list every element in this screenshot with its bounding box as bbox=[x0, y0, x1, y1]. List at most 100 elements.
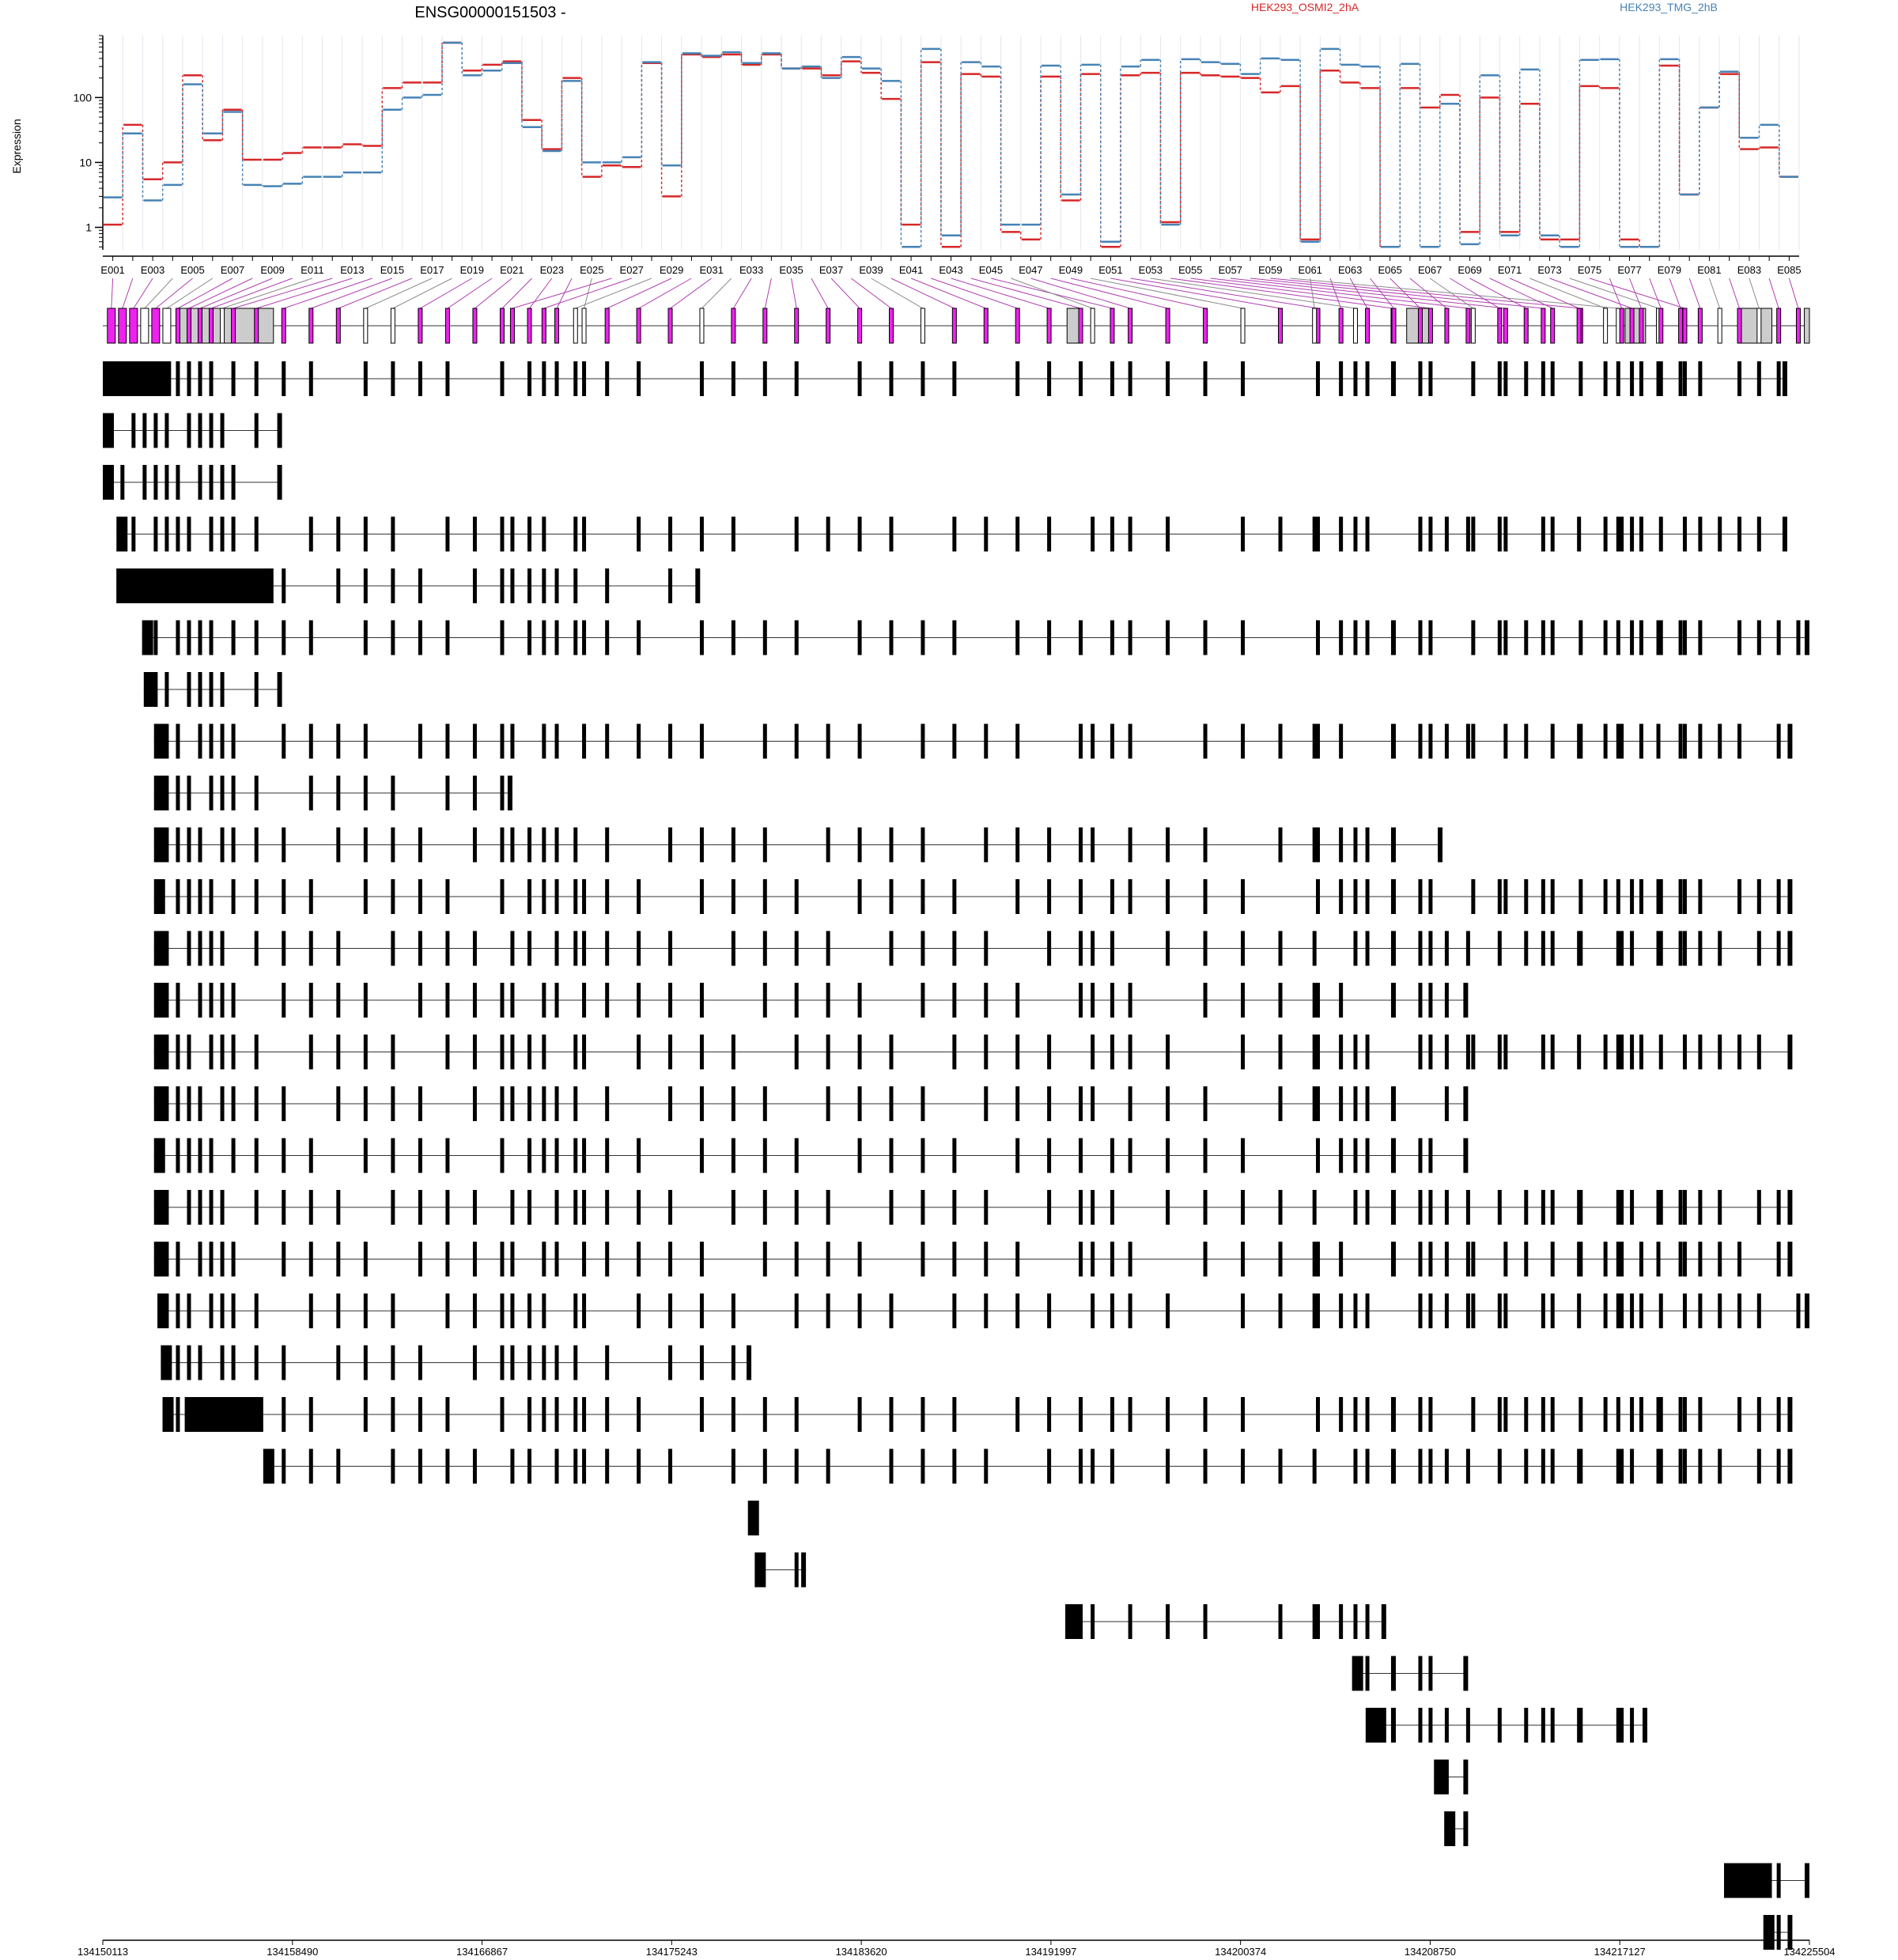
transcript-exon bbox=[1312, 1034, 1317, 1070]
model-exon bbox=[554, 308, 560, 344]
exon-label: E025 bbox=[580, 264, 603, 276]
transcript-exon bbox=[1503, 361, 1508, 396]
model-exon bbox=[186, 308, 191, 344]
transcript-exon bbox=[668, 1345, 673, 1380]
transcript-exon bbox=[1658, 1448, 1663, 1484]
transcript-exon bbox=[308, 1241, 313, 1277]
transcript-exon bbox=[984, 1241, 989, 1277]
transcript-exon bbox=[472, 776, 477, 810]
transcript-exon bbox=[1365, 1034, 1370, 1070]
transcript-exon bbox=[762, 1241, 767, 1277]
transcript-exon bbox=[176, 1397, 180, 1432]
transcript-exon bbox=[1353, 1448, 1358, 1484]
transcript-exon-first bbox=[754, 1552, 766, 1588]
transcript-exon bbox=[542, 879, 546, 914]
transcript-exon bbox=[472, 1448, 477, 1484]
transcript-exon bbox=[1658, 879, 1663, 914]
transcript-exon bbox=[762, 1190, 767, 1225]
model-exon bbox=[1352, 308, 1358, 344]
transcript-exon bbox=[198, 465, 202, 500]
transcript-exon bbox=[220, 983, 225, 1018]
transcript-exon bbox=[209, 1293, 214, 1328]
transcript-exon bbox=[668, 1293, 673, 1328]
transcript-exon bbox=[308, 1190, 313, 1225]
transcript-exon bbox=[1444, 1293, 1449, 1328]
transcript-exon bbox=[582, 723, 587, 759]
transcript-exon bbox=[500, 1345, 505, 1380]
transcript-exon bbox=[1524, 1241, 1529, 1277]
transcript-exon bbox=[1639, 361, 1643, 396]
exon-connector bbox=[1290, 278, 1619, 309]
transcript-exon bbox=[762, 983, 767, 1018]
transcript-exon bbox=[1278, 931, 1283, 966]
transcript-exon-last bbox=[750, 1501, 755, 1535]
transcript-exon bbox=[187, 1190, 191, 1225]
transcript-exon bbox=[176, 1086, 180, 1121]
exon-connector bbox=[177, 278, 233, 309]
transcript-exon bbox=[1392, 1397, 1397, 1432]
transcript-exon bbox=[1241, 620, 1246, 655]
exon-connector bbox=[791, 278, 797, 309]
transcript-exon bbox=[1630, 620, 1635, 655]
exon-label: E041 bbox=[899, 264, 923, 276]
transcript-exon bbox=[1737, 1293, 1742, 1328]
transcript-exon bbox=[1465, 1293, 1470, 1328]
transcript-exon bbox=[1166, 1086, 1170, 1121]
transcript-exon bbox=[1550, 931, 1555, 966]
transcript-exon bbox=[1550, 723, 1555, 759]
transcript-exon bbox=[198, 1241, 202, 1277]
transcript-exon bbox=[220, 1086, 225, 1121]
exon-connector bbox=[970, 278, 1081, 309]
transcript-exon bbox=[857, 723, 862, 759]
transcript-exon bbox=[308, 723, 313, 759]
transcript-exon bbox=[605, 879, 610, 914]
transcript-exon bbox=[1203, 1086, 1208, 1121]
transcript-exon bbox=[527, 1138, 531, 1173]
transcript-exon bbox=[542, 1293, 546, 1328]
transcript-exon bbox=[1418, 983, 1423, 1018]
transcript-exon bbox=[1620, 1034, 1624, 1070]
exon-connector bbox=[144, 278, 173, 309]
transcript-exon bbox=[1091, 516, 1095, 552]
exon-label: E045 bbox=[979, 264, 1003, 276]
model-exon bbox=[162, 308, 172, 344]
exon-connector bbox=[233, 278, 333, 309]
model-exon bbox=[499, 308, 505, 344]
transcript-exon bbox=[699, 879, 704, 914]
transcript-exon bbox=[1091, 723, 1095, 759]
transcript-exon bbox=[472, 1293, 477, 1328]
transcript-exon bbox=[198, 1397, 202, 1432]
transcript-exon-last bbox=[1805, 1863, 1809, 1898]
transcript-exon bbox=[1682, 1241, 1687, 1277]
transcript-exon bbox=[1541, 1293, 1545, 1328]
transcript-exon bbox=[209, 1397, 214, 1432]
transcript-exon bbox=[1616, 1397, 1620, 1432]
transcript-exon bbox=[131, 413, 136, 448]
transcript-exon bbox=[1091, 1190, 1095, 1225]
transcript-exon bbox=[1312, 1241, 1317, 1277]
transcript-exon bbox=[921, 1190, 925, 1225]
exon-label: E023 bbox=[540, 264, 564, 276]
transcript-exon bbox=[363, 620, 368, 655]
transcript-exon bbox=[1203, 723, 1208, 759]
transcript-exon bbox=[857, 516, 862, 552]
transcript-exon bbox=[176, 1345, 180, 1380]
transcript-exon bbox=[637, 1241, 641, 1277]
transcript-exon bbox=[762, 723, 767, 759]
transcript-exon bbox=[1079, 931, 1083, 966]
transcript-exon bbox=[1698, 1397, 1703, 1432]
exon-connector bbox=[133, 278, 153, 309]
transcript-exon bbox=[1110, 1397, 1114, 1432]
transcript-exon bbox=[510, 1448, 515, 1484]
transcript-exon bbox=[1698, 1293, 1703, 1328]
transcript-exon bbox=[542, 1086, 546, 1121]
transcript-exon bbox=[1471, 1397, 1476, 1432]
transcript-exon bbox=[1091, 1293, 1095, 1328]
transcript-exon-first bbox=[1065, 1604, 1077, 1639]
transcript-exon bbox=[198, 1345, 202, 1380]
model-exon bbox=[1603, 308, 1609, 344]
transcript-exon bbox=[1110, 879, 1114, 914]
model-exon bbox=[231, 308, 236, 344]
transcript-exon bbox=[1047, 931, 1052, 966]
transcript-exon bbox=[1241, 1293, 1246, 1328]
